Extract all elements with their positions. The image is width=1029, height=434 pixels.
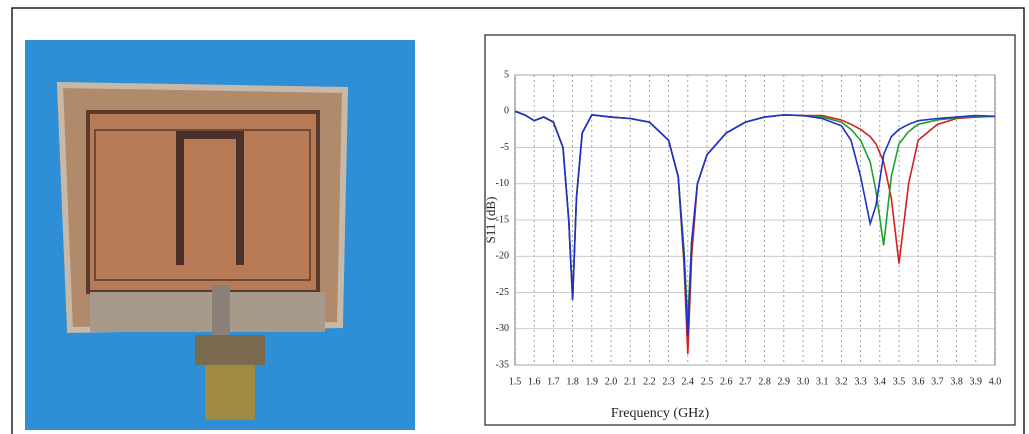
x-tick-label: 3.3: [854, 376, 867, 387]
x-tick-label: 2.9: [778, 376, 791, 387]
x-tick-label: 1.6: [528, 376, 541, 387]
x-tick-label: 2.7: [739, 376, 752, 387]
y-tick-label: -35: [496, 359, 509, 370]
x-tick-label: 2.1: [624, 376, 637, 387]
x-tick-label: 3.5: [893, 376, 906, 387]
x-tick-label: 2.6: [720, 376, 733, 387]
y-tick-label: -20: [496, 251, 509, 262]
x-tick-label: 2.8: [758, 376, 771, 387]
x-tick-label: 3.6: [912, 376, 925, 387]
x-tick-label: 3.2: [835, 376, 848, 387]
figure: Frequency (GHz) S11 (dB) 1.51.61.71.81.9…: [0, 0, 1029, 434]
y-tick-label: 5: [504, 69, 509, 80]
x-tick-label: 3.7: [931, 376, 944, 387]
x-tick-label: 1.7: [547, 376, 560, 387]
x-tick-label: 3.0: [797, 376, 810, 387]
x-tick-label: 2.5: [701, 376, 714, 387]
x-tick-label: 1.5: [509, 376, 522, 387]
y-tick-label: -5: [501, 142, 509, 153]
x-tick-label: 3.1: [816, 376, 829, 387]
x-tick-label: 3.8: [950, 376, 963, 387]
y-tick-label: -10: [496, 178, 509, 189]
ground-plane: [90, 292, 325, 332]
y-tick-label: -30: [496, 323, 509, 334]
x-tick-label: 2.0: [605, 376, 618, 387]
x-axis-title: Frequency (GHz): [611, 406, 710, 421]
figure-canvas: Frequency (GHz) S11 (dB) 1.51.61.71.81.9…: [0, 0, 1029, 434]
y-tick-label: -25: [496, 287, 509, 298]
y-tick-label: -15: [496, 214, 509, 225]
y-tick-label: 0: [504, 106, 509, 117]
sma-connector: [205, 365, 255, 420]
x-tick-label: 2.4: [682, 376, 695, 387]
x-tick-label: 2.3: [662, 376, 675, 387]
connector-flange: [195, 335, 265, 365]
x-tick-label: 4.0: [989, 376, 1002, 387]
feed-line: [212, 285, 230, 335]
x-tick-label: 3.9: [970, 376, 983, 387]
x-tick-label: 1.9: [586, 376, 599, 387]
x-tick-label: 3.4: [874, 376, 887, 387]
x-tick-label: 2.2: [643, 376, 656, 387]
antenna-photo: [25, 40, 415, 430]
x-tick-label: 1.8: [566, 376, 579, 387]
